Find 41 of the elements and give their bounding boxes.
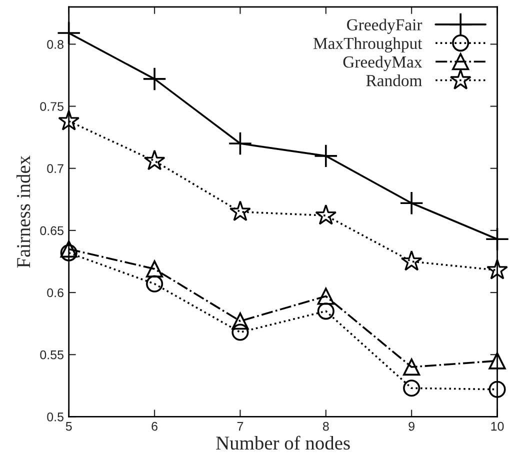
point <box>232 312 249 330</box>
y-tick-label: 0.7 <box>47 164 64 174</box>
point <box>60 240 78 258</box>
point <box>400 250 422 271</box>
x-tick-label: 8 <box>322 422 329 431</box>
y-tick-label: 0.65 <box>40 226 64 236</box>
y-tick-label: 0.8 <box>47 40 64 49</box>
y-tick-label: 0.75 <box>40 102 64 111</box>
point <box>58 110 80 130</box>
legend-label: MaxThroughput <box>313 37 422 52</box>
x-tick-label: 5 <box>66 422 72 431</box>
y-tick-label: 0.6 <box>47 288 64 298</box>
point <box>228 132 252 156</box>
point <box>315 204 337 225</box>
x-axis-title: Number of nodes <box>216 436 350 450</box>
point <box>142 66 167 91</box>
point <box>488 352 506 370</box>
point <box>400 191 424 216</box>
point <box>486 258 508 280</box>
point <box>317 302 334 320</box>
point <box>60 244 78 262</box>
point <box>146 275 164 292</box>
y-tick-label: 0.55 <box>40 350 64 360</box>
x-tick-label: 7 <box>237 422 244 431</box>
x-tick-label: 6 <box>152 422 158 431</box>
legend-label: Random <box>366 74 422 86</box>
point <box>232 324 249 341</box>
y-axis-title: Fairness index <box>16 156 30 268</box>
y-tick-label: 0.5 <box>47 412 64 422</box>
point <box>144 150 166 170</box>
point <box>314 144 338 168</box>
x-tick-label: 9 <box>408 422 414 431</box>
point <box>229 200 251 222</box>
x-tick-label: 10 <box>491 422 504 431</box>
point <box>317 288 334 305</box>
point <box>403 358 420 376</box>
point <box>403 380 420 397</box>
legend-label: GreedyFair <box>347 18 422 34</box>
point <box>146 260 164 278</box>
legend-label: GreedyMax <box>343 56 422 72</box>
point <box>488 380 506 398</box>
